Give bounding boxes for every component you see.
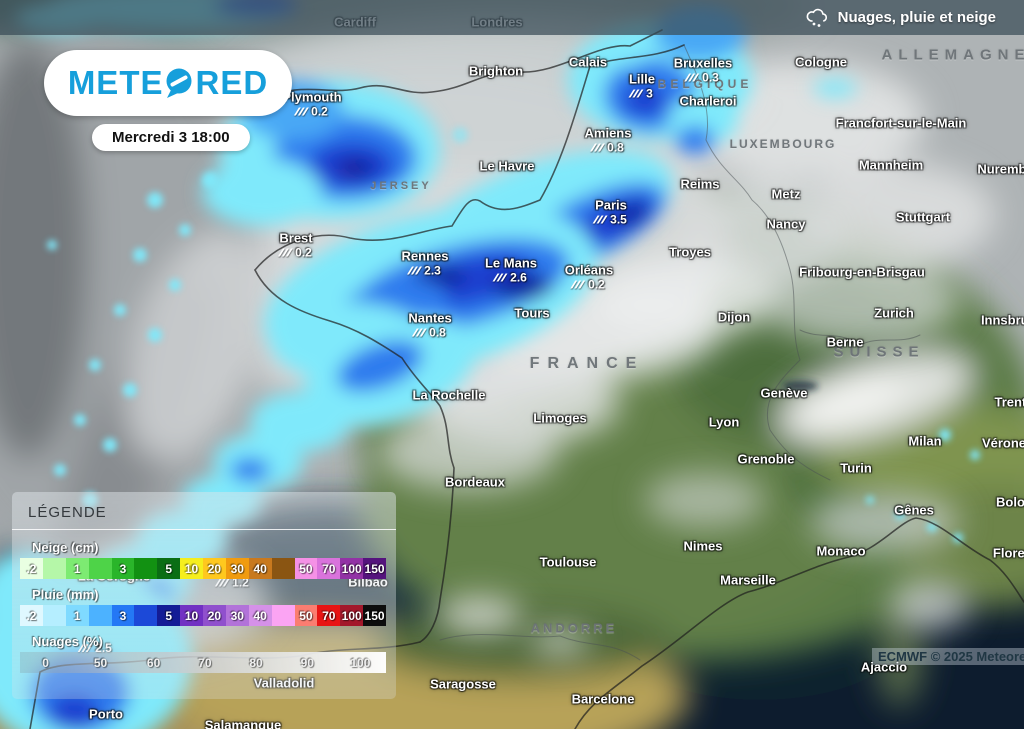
- legend-rain-label: Pluie (mm): [32, 587, 99, 602]
- legend-cell: [42, 558, 66, 579]
- legend-divider: [12, 529, 396, 530]
- legend-cell: 70: [317, 558, 341, 579]
- legend-cell: 5: [157, 605, 181, 626]
- clouds-scale-bar: 0 50 60 70 80 90 100: [20, 652, 386, 673]
- legend-cell: 40: [248, 558, 272, 579]
- legend-cell: 1: [65, 558, 89, 579]
- legend-cell: 1: [65, 605, 89, 626]
- legend-cell: 3: [111, 605, 135, 626]
- legend-cell: 10: [180, 558, 203, 579]
- legend-cell: 40: [248, 605, 272, 626]
- legend-tick: 90: [300, 655, 314, 670]
- legend-cell: 20: [203, 605, 226, 626]
- legend-tick: 100: [350, 655, 371, 670]
- legend-cell: [134, 558, 158, 579]
- legend-cell: 100: [340, 558, 364, 579]
- legend-cell: 50: [294, 558, 318, 579]
- legend-clouds-label: Nuages (%): [32, 634, 103, 649]
- legend-cell: 5: [157, 558, 181, 579]
- legend-cell: 20: [203, 558, 226, 579]
- legend-cell: [271, 605, 295, 626]
- legend-cell: [271, 558, 295, 579]
- legend-panel: LÉGENDE Neige (cm) .2 1 3 5 10 20 30 40 50 70 100 1…: [12, 492, 396, 699]
- legend-cell: 50: [294, 605, 318, 626]
- legend-tick: 60: [146, 655, 161, 670]
- legend-cell: [88, 558, 112, 579]
- meteored-wordmark: METE RED: [67, 64, 269, 101]
- legend-cell: 150: [363, 558, 386, 579]
- legend-cell: .2: [20, 605, 43, 626]
- rain-scale-bar: .2 1 3 5 10 20 30 40 50 70 100 150: [20, 605, 386, 626]
- legend-title: LÉGENDE: [28, 504, 107, 521]
- legend-tick: 70: [198, 655, 212, 670]
- legend-tick: 80: [249, 655, 263, 670]
- legend-cell: [42, 605, 66, 626]
- meteored-logo[interactable]: METE RED: [44, 50, 292, 116]
- map-title: Nuages, pluie et neige: [837, 9, 996, 26]
- legend-cell: 70: [317, 605, 341, 626]
- snow-scale-bar: .2 1 3 5 10 20 30 40 50 70 100 150: [20, 558, 386, 579]
- model-attribution: ECMWF © 2025 Meteored: [872, 648, 1024, 665]
- legend-cell: [88, 605, 112, 626]
- cloud-rain-icon: [806, 8, 827, 27]
- map-title-bar: Nuages, pluie et neige: [0, 0, 1024, 35]
- meteored-bubble-icon: [166, 68, 192, 98]
- legend-cell: [134, 605, 158, 626]
- legend-cell: 3: [111, 558, 135, 579]
- legend-snow-label: Neige (cm): [32, 540, 99, 555]
- legend-cell: 10: [180, 605, 203, 626]
- legend-cell: 30: [225, 558, 249, 579]
- legend-cell: 30: [225, 605, 249, 626]
- legend-tick: 0: [42, 655, 49, 670]
- legend-cell: 100: [340, 605, 364, 626]
- datetime-badge[interactable]: Mercredi 3 18:00: [92, 124, 250, 151]
- legend-cell: .2: [20, 558, 43, 579]
- legend-tick: 50: [93, 655, 108, 670]
- legend-cell: 150: [363, 605, 386, 626]
